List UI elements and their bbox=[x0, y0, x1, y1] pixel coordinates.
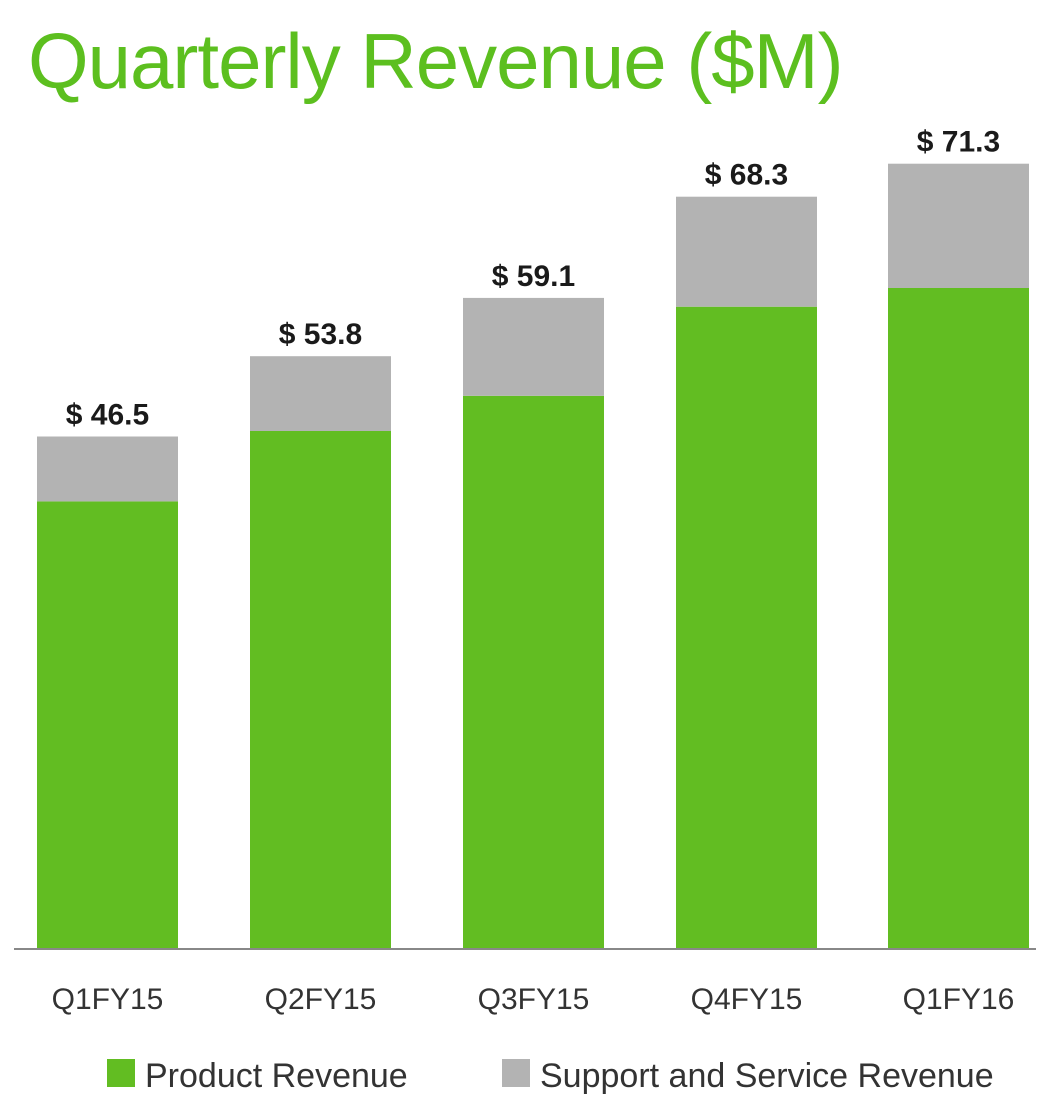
x-tick-labels-layer: Q1FY15 Q2FY15 Q3FY15 Q4FY15 Q1FY16 bbox=[52, 983, 1015, 1016]
x-tick-label-q1fy15: Q1FY15 bbox=[52, 983, 164, 1016]
bar-support-q3fy15 bbox=[463, 297, 604, 396]
total-label-q4fy15: $ 68.3 bbox=[705, 159, 788, 192]
bar-product-q1fy16 bbox=[888, 288, 1029, 948]
bar-support-q4fy15 bbox=[676, 196, 817, 307]
x-tick-label-q3fy15: Q3FY15 bbox=[478, 983, 590, 1016]
bar-product-q4fy15 bbox=[676, 306, 817, 948]
bar-support-q1fy15 bbox=[37, 436, 178, 502]
legend-swatch-product bbox=[107, 1059, 135, 1087]
bar-product-q3fy15 bbox=[463, 395, 604, 948]
total-label-q1fy16: $ 71.3 bbox=[917, 126, 1000, 159]
x-tick-label-q1fy16: Q1FY16 bbox=[903, 983, 1015, 1016]
total-label-q1fy15: $ 46.5 bbox=[66, 399, 149, 432]
legend-label-product: Product Revenue bbox=[145, 1057, 408, 1095]
total-labels-layer: $ 46.5 $ 53.8 $ 59.1 $ 68.3 $ 71.3 bbox=[66, 126, 1000, 432]
bar-support-q2fy15 bbox=[250, 356, 391, 431]
total-label-q3fy15: $ 59.1 bbox=[492, 260, 575, 293]
legend-swatch-support bbox=[502, 1059, 530, 1087]
x-tick-label-q4fy15: Q4FY15 bbox=[691, 983, 803, 1016]
legend-label-support: Support and Service Revenue bbox=[540, 1057, 994, 1095]
chart-title: Quarterly Revenue ($M) bbox=[28, 17, 844, 105]
total-label-q2fy15: $ 53.8 bbox=[279, 318, 362, 351]
bar-product-q1fy15 bbox=[37, 501, 178, 948]
legend: Product Revenue Support and Service Reven… bbox=[107, 1057, 994, 1095]
bar-support-q1fy16 bbox=[888, 163, 1029, 288]
bar-product-q2fy15 bbox=[250, 431, 391, 948]
x-tick-label-q2fy15: Q2FY15 bbox=[265, 983, 377, 1016]
bars-layer bbox=[37, 163, 1029, 948]
